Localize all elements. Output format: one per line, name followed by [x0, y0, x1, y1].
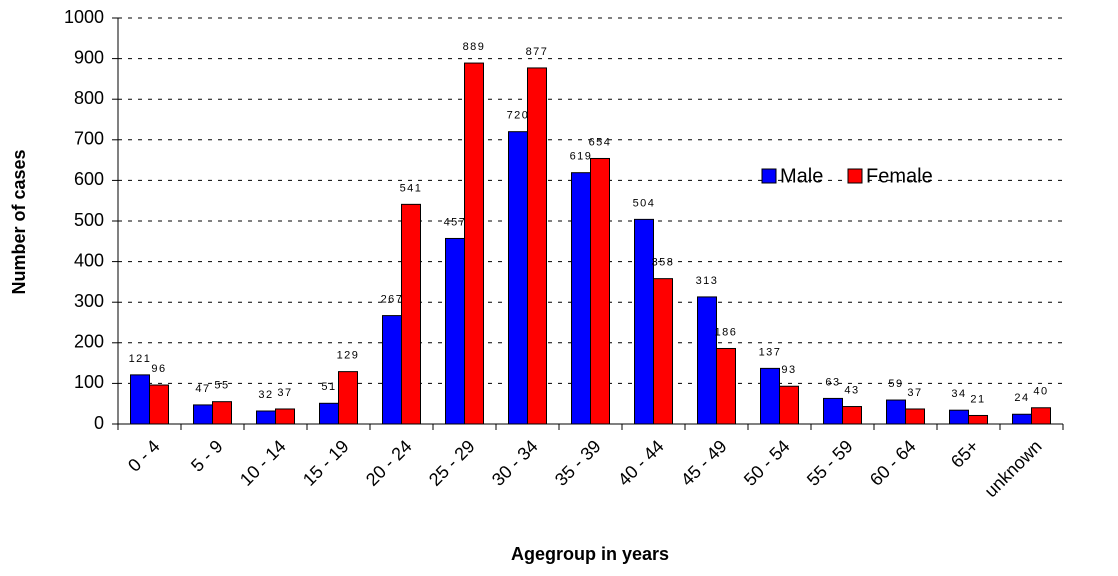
x-tick-label: 45 - 49: [677, 436, 731, 490]
x-tick-label: 40 - 44: [614, 436, 668, 490]
bar: [886, 399, 906, 425]
value-label: 121: [129, 353, 152, 365]
x-tick-label: unknown: [981, 436, 1046, 501]
value-label: 137: [759, 346, 782, 358]
value-label: 186: [715, 326, 738, 338]
value-label: 129: [337, 350, 360, 362]
value-label: 21: [970, 393, 985, 405]
x-tick-label: 50 - 54: [740, 436, 794, 490]
bar: [382, 315, 402, 425]
bar: [445, 237, 465, 425]
bar: [823, 397, 843, 425]
bar: [760, 367, 780, 425]
x-tick-label: 20 - 24: [362, 436, 416, 490]
value-label: 32: [258, 389, 273, 401]
legend-label: Male: [780, 165, 823, 187]
value-label: 96: [151, 363, 166, 375]
bar: [319, 402, 339, 425]
bar: [193, 404, 213, 425]
value-label: 541: [400, 182, 423, 194]
bar: [1012, 413, 1032, 425]
bar: [634, 218, 654, 425]
x-tick-label: 10 - 14: [236, 436, 290, 490]
bar: [842, 406, 862, 425]
value-label: 37: [907, 387, 922, 399]
value-label: 37: [277, 387, 292, 399]
x-tick-label: 55 - 59: [803, 436, 857, 490]
value-label: 457: [444, 216, 467, 228]
bar: [149, 384, 169, 425]
y-tick-label: 1000: [64, 7, 104, 27]
legend-swatch: [847, 168, 863, 184]
value-label: 51: [321, 381, 336, 393]
y-tick-label: 400: [74, 250, 104, 270]
value-label: 40: [1033, 386, 1048, 398]
bar: [653, 278, 673, 425]
x-tick-label: 60 - 64: [866, 436, 920, 490]
x-tick-label: 5 - 9: [187, 436, 227, 476]
bar: [1031, 407, 1051, 425]
value-label: 34: [951, 388, 966, 400]
bar: [508, 131, 528, 425]
y-tick-label: 900: [74, 47, 104, 67]
value-label: 63: [825, 376, 840, 388]
y-tick-label: 500: [74, 210, 104, 230]
bar: [968, 414, 988, 425]
bar: [275, 408, 295, 425]
bar: [401, 203, 421, 425]
value-label: 358: [652, 257, 675, 269]
x-tick-label: 35 - 39: [551, 436, 605, 490]
value-label: 654: [589, 136, 612, 148]
x-tick-label: 15 - 19: [299, 436, 353, 490]
x-axis-title: Agegroup in years: [511, 544, 669, 564]
value-label: 55: [214, 380, 229, 392]
value-label: 93: [781, 364, 796, 376]
y-tick-label: 0: [94, 413, 104, 433]
value-label: 313: [696, 275, 719, 287]
bar: [716, 347, 736, 425]
value-label: 43: [844, 384, 859, 396]
value-label: 877: [526, 46, 549, 58]
y-tick-label: 200: [74, 332, 104, 352]
value-label: 24: [1014, 392, 1029, 404]
y-tick-label: 300: [74, 291, 104, 311]
bar: [130, 374, 150, 425]
y-tick-label: 100: [74, 372, 104, 392]
value-label: 720: [507, 110, 530, 122]
bar: [527, 67, 547, 425]
y-tick-label: 800: [74, 88, 104, 108]
bar: [571, 172, 591, 425]
value-label: 47: [195, 383, 210, 395]
x-tick-label: 25 - 29: [425, 436, 479, 490]
bar: [949, 409, 969, 425]
legend-swatch: [761, 168, 777, 184]
bar: [590, 157, 610, 425]
x-tick-label: 65+: [947, 436, 983, 472]
y-tick-label: 600: [74, 169, 104, 189]
bar: [905, 408, 925, 425]
x-tick-label: 0 - 4: [124, 436, 164, 476]
value-label: 267: [381, 294, 404, 306]
bar: [338, 371, 358, 425]
bar: [212, 401, 232, 425]
x-tick-label: 30 - 34: [488, 436, 542, 490]
value-label: 619: [570, 151, 593, 163]
bar: [697, 296, 717, 425]
legend-label: Female: [866, 165, 933, 187]
bar: [779, 385, 799, 425]
value-label: 59: [888, 378, 903, 390]
bar: [464, 62, 484, 425]
y-axis-title: Number of cases: [9, 149, 29, 294]
value-label: 504: [633, 197, 656, 209]
value-label: 889: [463, 41, 486, 53]
bar: [256, 410, 276, 425]
y-tick-label: 700: [74, 129, 104, 149]
